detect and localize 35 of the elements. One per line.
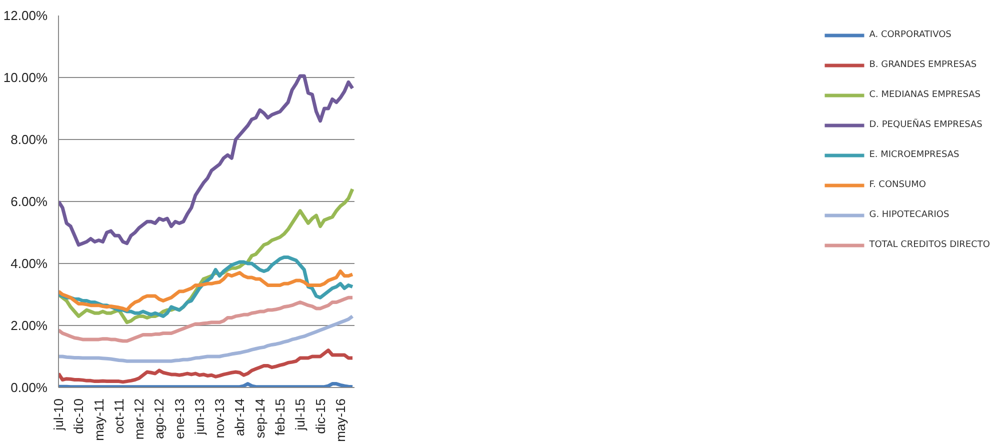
legend-label: C. MEDIANAS EMPRESAS — [869, 90, 980, 100]
x-tick-label: ago-12 — [152, 398, 167, 439]
y-tick-label: 2.00% — [10, 318, 48, 333]
y-tick-label: 6.00% — [10, 194, 48, 209]
x-tick-label: oct-11 — [111, 398, 126, 434]
y-tick-label: 4.00% — [10, 256, 48, 271]
legend-label: B. GRANDES EMPRESAS — [869, 60, 977, 70]
x-tick-label: jun-13 — [192, 398, 207, 436]
x-tick-label: abr-14 — [232, 398, 248, 436]
x-tick-label: may-16 — [332, 398, 348, 442]
x-tick-label: dic-15 — [312, 398, 328, 434]
line-series — [58, 74, 354, 247]
x-tick-label: ene-13 — [172, 398, 187, 439]
legend-label: TOTAL CREDITOS DIRECTO — [869, 240, 990, 250]
legend-label: G. HIPOTECARIOS — [869, 210, 950, 220]
line-series — [58, 348, 354, 384]
x-tick-label: mar-12 — [132, 398, 147, 440]
x-tick-label: may-11 — [91, 398, 106, 441]
line-series — [58, 314, 354, 363]
x-tick-label: nov-13 — [212, 398, 228, 438]
x-tick-label: jul-15 — [292, 398, 308, 432]
legend-label: E. MICROEMPRESAS — [869, 150, 960, 160]
y-tick-label: 0.00% — [10, 380, 48, 395]
x-tick-label: dic-10 — [71, 398, 86, 434]
line-series — [58, 270, 354, 312]
y-tick-label: 12.00% — [3, 8, 48, 23]
x-tick-label: jul-10 — [51, 398, 66, 432]
x-tick-label: sep-14 — [252, 398, 268, 438]
y-tick-label: 10.00% — [3, 70, 48, 85]
legend-label: D. PEQUEÑAS EMPRESAS — [869, 120, 982, 130]
line-series — [58, 296, 354, 343]
legend-label: A. CORPORATIVOS — [869, 30, 952, 40]
y-tick-label: 8.00% — [10, 132, 48, 147]
x-tick-label: feb-15 — [272, 398, 288, 436]
legend-label: F. CONSUMO — [869, 180, 926, 190]
